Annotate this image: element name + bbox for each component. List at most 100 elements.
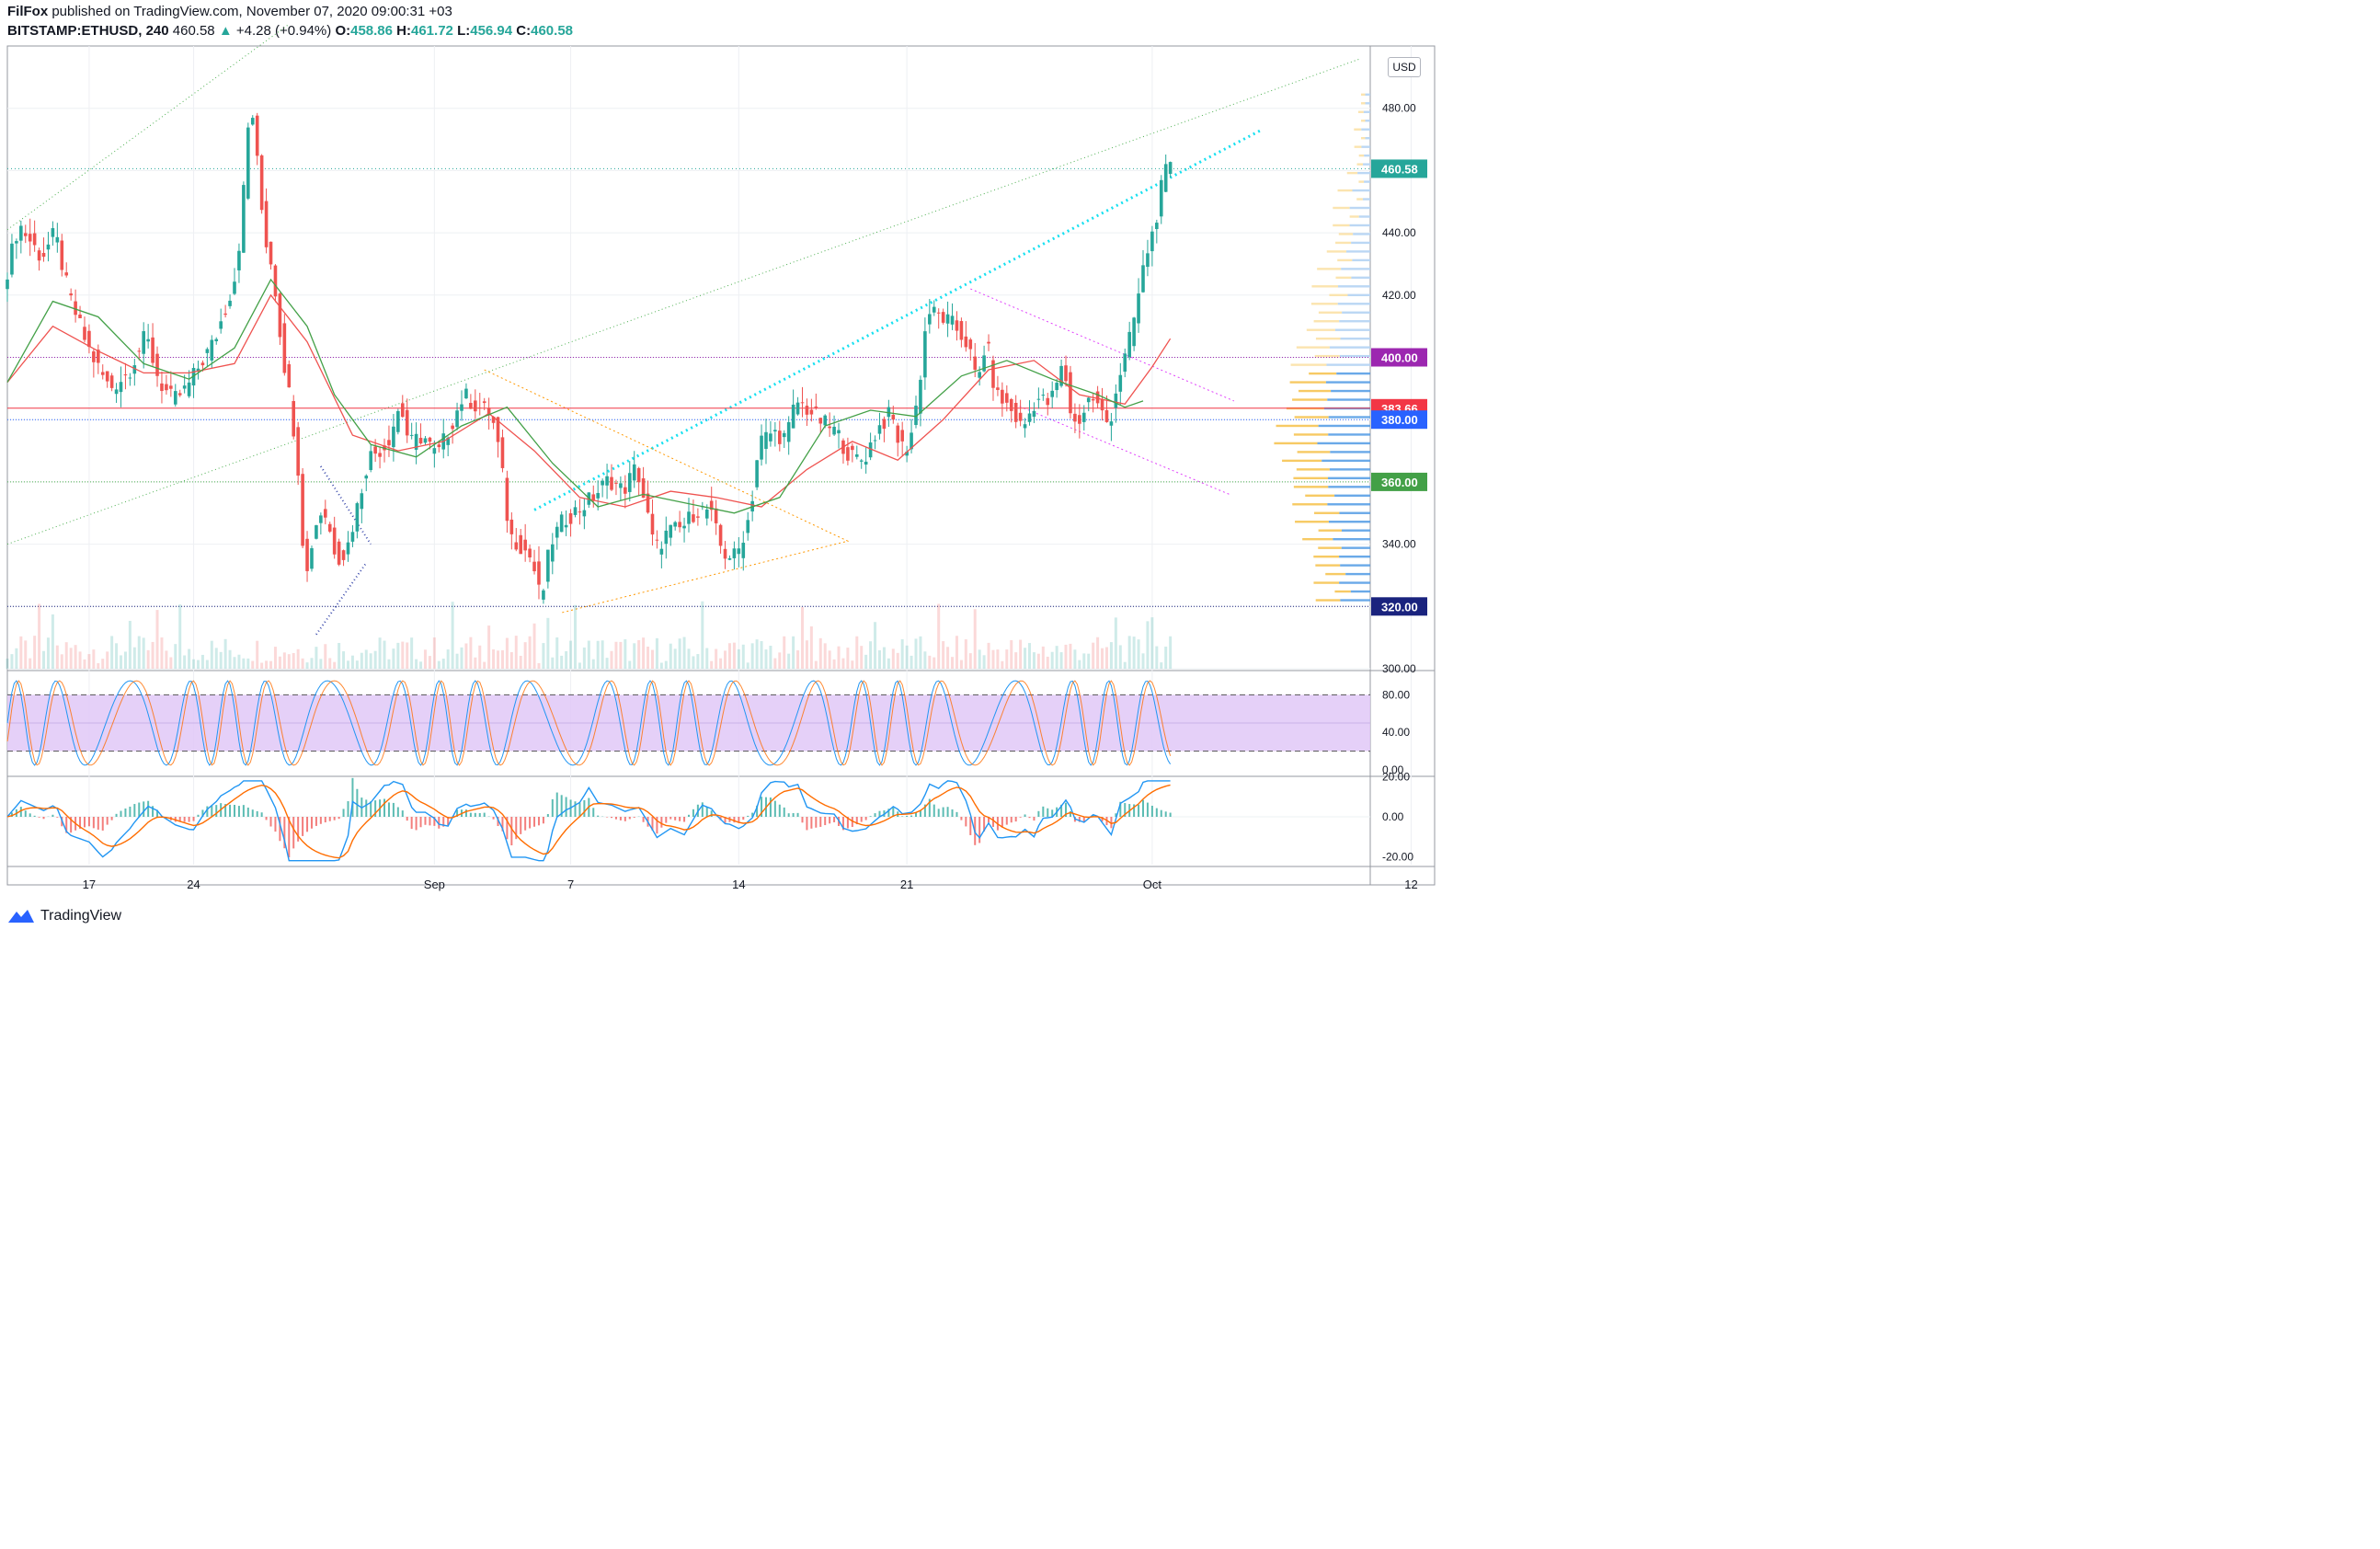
volume-profile-bar <box>1326 250 1347 253</box>
macd-histogram-bar <box>946 807 949 817</box>
macd-tick-label: 0.00 <box>1382 810 1404 823</box>
publisher-name[interactable]: FilFox <box>7 4 49 19</box>
volume-bar <box>846 648 850 669</box>
volume-profile-bar <box>1329 468 1370 471</box>
x-tick-label: 21 <box>900 878 913 891</box>
volume-bar <box>392 648 395 669</box>
volume-bar <box>29 658 32 669</box>
volume-bar <box>1050 651 1054 669</box>
volume-profile-bar <box>1342 311 1370 314</box>
symbol-name[interactable]: BITSTAMP:ETHUSD <box>7 23 139 39</box>
macd-histogram-bar <box>619 817 622 820</box>
volume-bar <box>646 646 650 669</box>
volume-bar <box>601 640 604 669</box>
macd-histogram-bar <box>910 815 913 817</box>
volume-profile-bar <box>1346 250 1370 253</box>
macd-histogram-bar <box>38 817 40 818</box>
volume-bar <box>151 641 154 669</box>
macd-histogram-bar <box>787 813 790 817</box>
candle-body <box>627 473 632 492</box>
macd-histogram-bar <box>101 817 104 831</box>
chart-canvas[interactable]: 1724Sep71421Oct121926Nov916300.00320.003… <box>0 0 1442 938</box>
price-tick-label: 480.00 <box>1382 102 1416 115</box>
macd-histogram-bar <box>133 804 136 817</box>
candle-body <box>809 409 814 415</box>
macd-histogram-bar <box>628 817 631 820</box>
volume-bar <box>160 637 164 669</box>
macd-histogram-bar <box>324 817 326 823</box>
macd-histogram-bar <box>474 812 476 817</box>
volume-profile-bar <box>1318 424 1370 428</box>
volume-profile-bar <box>1361 102 1366 105</box>
volume-bar <box>1019 639 1023 669</box>
candle-body <box>514 542 519 550</box>
candle-body <box>1023 424 1027 429</box>
candle-body <box>1123 353 1127 373</box>
volume-bar <box>83 659 86 669</box>
volume-bar <box>809 625 813 669</box>
macd-histogram-bar <box>606 817 609 818</box>
macd-histogram-bar <box>738 817 740 823</box>
candle-body <box>945 314 950 324</box>
volume-bar <box>805 640 808 669</box>
volume-profile-bar <box>1341 268 1370 270</box>
volume-bar <box>801 606 804 669</box>
volume-bar <box>1055 646 1058 669</box>
volume-bar <box>214 648 218 669</box>
volume-profile-bar <box>1334 328 1370 331</box>
candle-body <box>1055 383 1058 391</box>
macd-histogram-bar <box>392 802 395 817</box>
volume-bar <box>42 650 46 669</box>
candle-body <box>1114 393 1118 408</box>
macd-histogram-bar <box>560 795 563 817</box>
ma-red-line <box>6 293 1172 508</box>
volume-bar <box>338 642 341 669</box>
volume-bar <box>1104 647 1108 669</box>
candle-body <box>355 503 360 532</box>
candle-body <box>673 522 677 527</box>
candle-body <box>987 341 990 344</box>
candle-body <box>669 524 673 538</box>
volume-profile-bar <box>1289 381 1326 384</box>
volume-bar <box>828 650 831 669</box>
candle-body <box>732 548 737 558</box>
tradingview-logo-icon[interactable] <box>7 908 35 924</box>
price-badge-label: 460.58 <box>1381 162 1418 176</box>
candle-body <box>1118 374 1123 392</box>
macd-histogram-bar <box>469 812 472 817</box>
candle-body <box>1050 390 1054 397</box>
macd-histogram-bar <box>955 811 958 817</box>
macd-histogram-bar <box>1101 817 1104 821</box>
cyan-trend-line <box>533 129 1263 511</box>
candle-body <box>696 516 700 518</box>
macd-histogram-bar <box>633 817 635 818</box>
macd-histogram-bar <box>1160 809 1162 817</box>
volume-bar <box>342 651 346 669</box>
macd-histogram-bar <box>988 817 990 823</box>
volume-bar <box>432 637 436 669</box>
macd-histogram-bar <box>242 805 245 817</box>
macd-histogram-bar <box>497 817 499 827</box>
candle-body <box>392 426 395 448</box>
macd-histogram-bar <box>1001 817 1003 828</box>
macd-histogram-bar <box>969 817 972 835</box>
tradingview-brand[interactable]: TradingView <box>40 908 122 924</box>
volume-bar <box>406 642 409 669</box>
macd-histogram-bar <box>874 813 876 817</box>
volume-profile-bar <box>1339 320 1370 323</box>
macd-histogram-bar <box>761 797 763 817</box>
currency-button[interactable]: USD <box>1388 57 1421 77</box>
candle-body <box>482 401 486 404</box>
macd-histogram-bar <box>33 815 36 817</box>
volume-bar <box>142 637 145 669</box>
volume-bar <box>505 637 509 669</box>
candle-body <box>955 320 959 331</box>
volume-profile-bar <box>1314 354 1340 358</box>
macd-histogram-bar <box>742 817 745 820</box>
volume-bar <box>1059 652 1063 669</box>
candle-body <box>446 437 450 445</box>
macd-histogram-bar <box>692 809 694 817</box>
candle-body <box>582 510 587 517</box>
candle-body <box>773 430 777 432</box>
candle-body <box>78 314 82 318</box>
